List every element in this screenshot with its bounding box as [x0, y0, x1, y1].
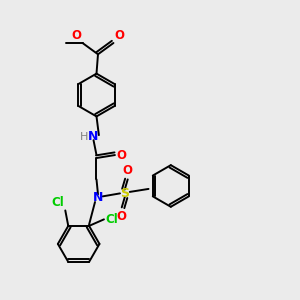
- Text: H: H: [80, 132, 88, 142]
- Text: O: O: [115, 29, 124, 42]
- Text: O: O: [123, 164, 133, 177]
- Text: O: O: [116, 148, 126, 162]
- Text: S: S: [120, 187, 129, 200]
- Text: O: O: [71, 29, 81, 42]
- Text: Cl: Cl: [105, 213, 118, 226]
- Text: N: N: [88, 130, 99, 143]
- Text: Cl: Cl: [51, 196, 64, 209]
- Text: N: N: [93, 191, 103, 204]
- Text: O: O: [117, 210, 127, 223]
